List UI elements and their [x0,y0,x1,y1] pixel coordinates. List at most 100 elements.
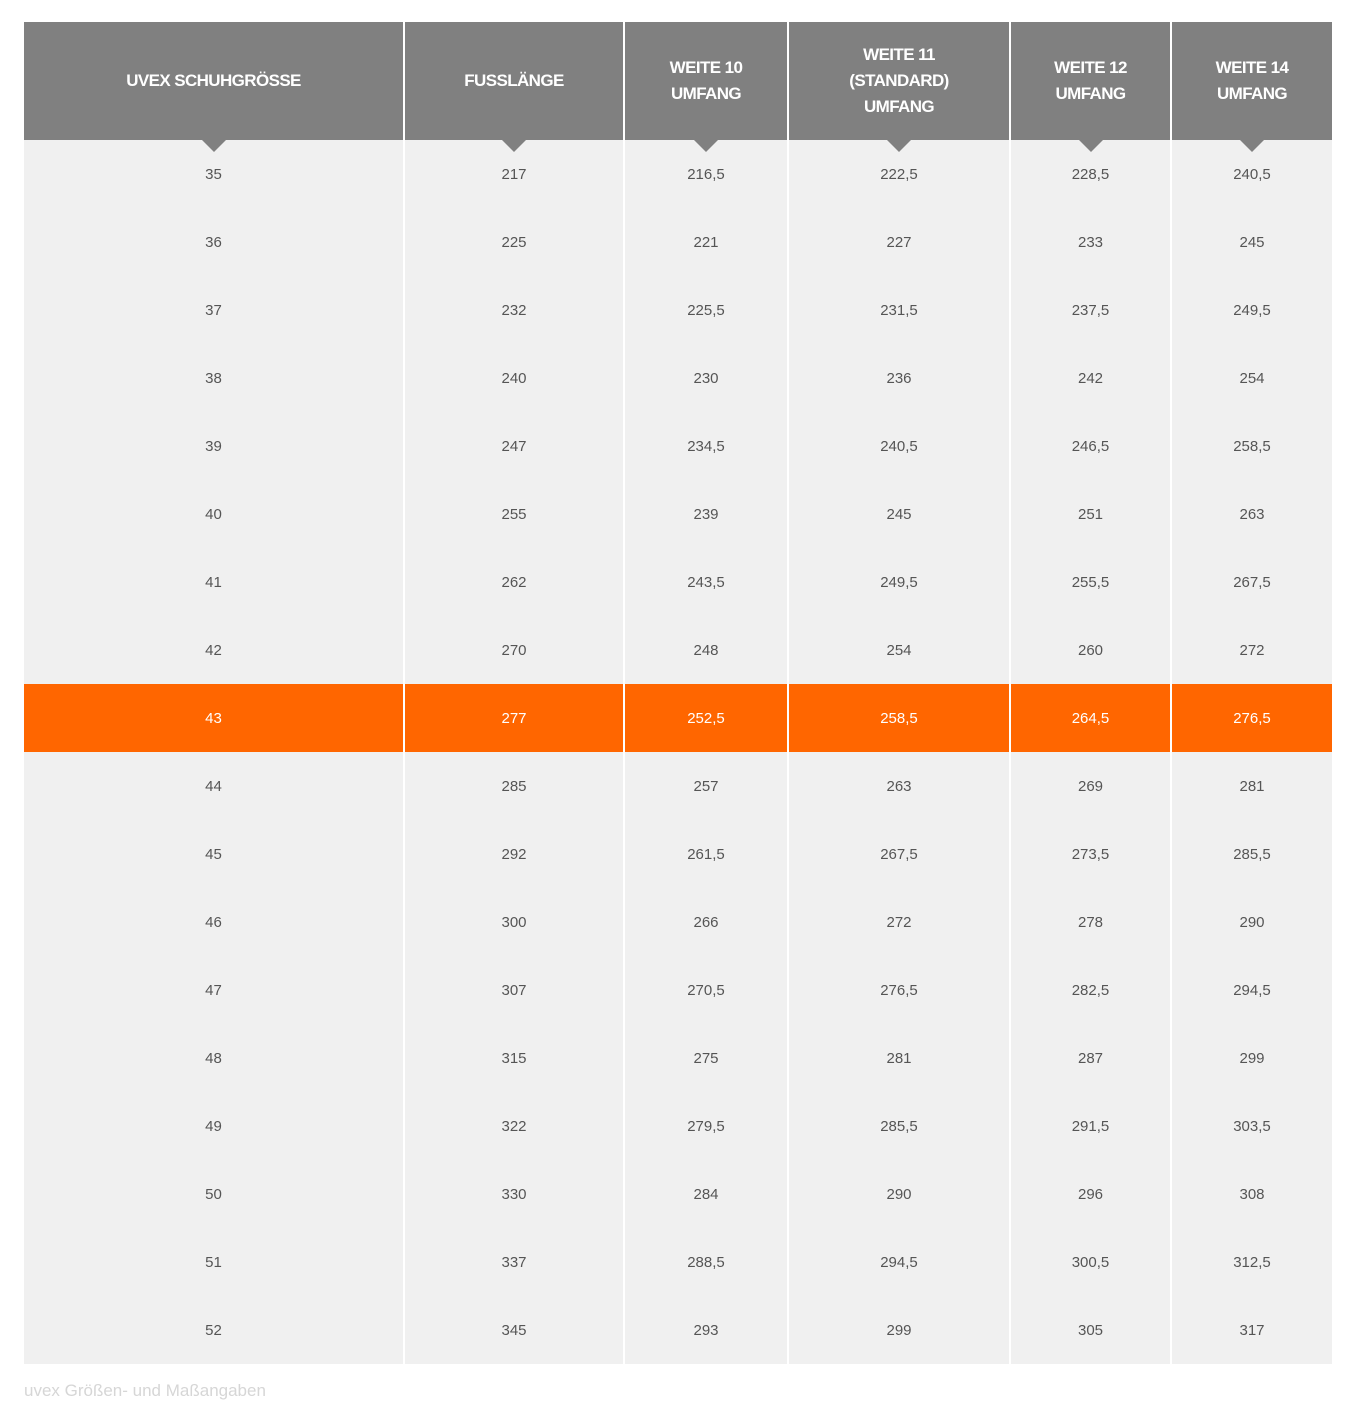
table-cell: 292 [403,820,625,888]
table-cell: 291,5 [1009,1092,1172,1160]
table-cell: 42 [24,616,405,684]
table-cell: 270,5 [623,956,789,1024]
table-cell: 270 [403,616,625,684]
table-cell: 240 [403,344,625,412]
table-cell: 47 [24,956,405,1024]
table-row: 36 225 221 227 233 245 [24,208,1332,276]
table-cell: 46 [24,888,405,956]
table-cell: 37 [24,276,405,344]
table-cell: 269 [1009,752,1172,820]
table-cell: 267,5 [787,820,1011,888]
table-cell: 51 [24,1228,405,1296]
table-row: 38 240 230 236 242 254 [24,344,1332,412]
table-cell: 276,5 [1170,684,1332,752]
table-cell: 296 [1009,1160,1172,1228]
table-cell: 39 [24,412,405,480]
table-cell: 305 [1009,1296,1172,1364]
table-cell: 299 [787,1296,1011,1364]
table-body: 35 217 216,5 222,5 228,5 240,5 36 225 221 227 233 2… [24,140,1332,1364]
table-row: 52 345 293 299 305 317 [24,1296,1332,1364]
table-cell: 225 [403,208,625,276]
table-cell: 50 [24,1160,405,1228]
table-cell: 299 [1170,1024,1332,1092]
table-cell: 300,5 [1009,1228,1172,1296]
table-cell: 48 [24,1024,405,1092]
table-cell: 278 [1009,888,1172,956]
table-cell: 279,5 [623,1092,789,1160]
column-header: WEITE 11 (STANDARD) UMFANG [787,22,1011,152]
table-cell: 230 [623,344,789,412]
table-row: 44 285 257 263 269 281 [24,752,1332,820]
table-cell: 254 [1170,344,1332,412]
table-cell: 44 [24,752,405,820]
table-cell: 236 [787,344,1011,412]
table-cell: 221 [623,208,789,276]
table-cell: 43 [24,684,405,752]
table-cell: 233 [1009,208,1172,276]
table-cell: 285,5 [1170,820,1332,888]
column-header-label: UVEX SCHUHGRÖSSE [126,71,301,90]
table-cell: 237,5 [1009,276,1172,344]
column-header-label: FUSSLÄNGE [464,71,564,90]
table-cell: 293 [623,1296,789,1364]
table-cell: 317 [1170,1296,1332,1364]
table-cell: 41 [24,548,405,616]
table-cell: 345 [403,1296,625,1364]
table-cell: 300 [403,888,625,956]
table-cell: 267,5 [1170,548,1332,616]
table-cell: 249,5 [787,548,1011,616]
table-cell: 330 [403,1160,625,1228]
table-cell: 254 [787,616,1011,684]
table-cell: 273,5 [1009,820,1172,888]
column-header-label: WEITE 12 UMFANG [1054,58,1127,103]
table-cell: 227 [787,208,1011,276]
table-cell: 262 [403,548,625,616]
table-cell: 248 [623,616,789,684]
table-row: 45 292 261,5 267,5 273,5 285,5 [24,820,1332,888]
table-cell: 245 [787,480,1011,548]
table-row: 42 270 248 254 260 272 [24,616,1332,684]
table-cell: 290 [787,1160,1011,1228]
table-cell: 285 [403,752,625,820]
table-cell: 232 [403,276,625,344]
table-cell: 308 [1170,1160,1332,1228]
table-cell: 261,5 [623,820,789,888]
column-header: WEITE 14 UMFANG [1170,22,1332,152]
caret-down-icon [887,140,911,152]
table-cell: 272 [1170,616,1332,684]
table-row: 51 337 288,5 294,5 300,5 312,5 [24,1228,1332,1296]
table-row-highlighted: 43 277 252,5 258,5 264,5 276,5 [24,684,1332,752]
table-cell: 49 [24,1092,405,1160]
table-cell: 45 [24,820,405,888]
table-cell: 303,5 [1170,1092,1332,1160]
table-cell: 282,5 [1009,956,1172,1024]
table-cell: 294,5 [787,1228,1011,1296]
caret-down-icon [1078,140,1103,152]
table-row: 37 232 225,5 231,5 237,5 249,5 [24,276,1332,344]
table-cell: 239 [623,480,789,548]
column-header: FUSSLÄNGE [403,22,625,152]
table-cell: 312,5 [1170,1228,1332,1296]
caret-down-icon [502,140,526,152]
table-row: 50 330 284 290 296 308 [24,1160,1332,1228]
table-row: 39 247 234,5 240,5 246,5 258,5 [24,412,1332,480]
table-cell: 275 [623,1024,789,1092]
table-cell: 260 [1009,616,1172,684]
caret-down-icon [694,140,718,152]
table-cell: 287 [1009,1024,1172,1092]
table-cell: 285,5 [787,1092,1011,1160]
table-row: 49 322 279,5 285,5 291,5 303,5 [24,1092,1332,1160]
table-cell: 240,5 [787,412,1011,480]
table-cell: 307 [403,956,625,1024]
table-cell: 337 [403,1228,625,1296]
table-cell: 246,5 [1009,412,1172,480]
table-row: 48 315 275 281 287 299 [24,1024,1332,1092]
table-cell: 288,5 [623,1228,789,1296]
column-header: WEITE 10 UMFANG [623,22,789,152]
table-cell: 252,5 [623,684,789,752]
table-cell: 36 [24,208,405,276]
table-cell: 277 [403,684,625,752]
table-caption: uvex Größen- und Maßangaben [24,1381,266,1400]
caret-down-icon [201,140,226,152]
table-cell: 281 [1170,752,1332,820]
